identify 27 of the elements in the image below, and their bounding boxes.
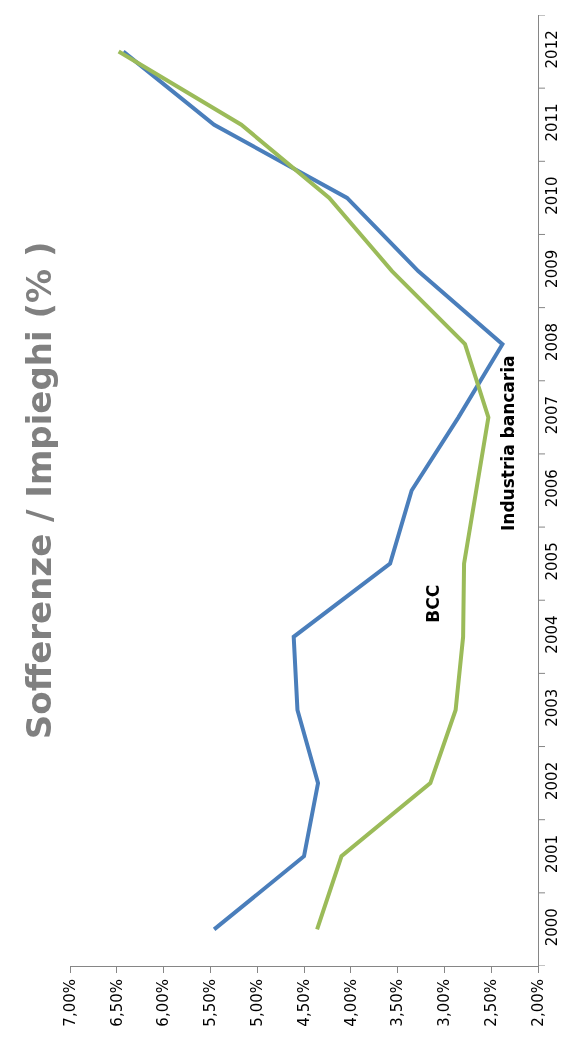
y-tick-label: 2012 — [543, 30, 561, 69]
y-tick-label: 2000 — [543, 908, 561, 947]
x-tick-label: 3,00% — [435, 979, 454, 1027]
y-tick-label: 2009 — [543, 249, 561, 288]
y-tick-label: 2006 — [543, 469, 561, 508]
x-tick-label: 7,00% — [60, 979, 79, 1027]
y-tick-label: 2005 — [543, 542, 561, 581]
x-tick-label: 6,00% — [154, 979, 173, 1027]
y-tick-label: 2010 — [543, 176, 561, 215]
text: Sofferenze / Impieghi (% ) — [19, 241, 60, 740]
text: Industria bancaria — [498, 355, 519, 532]
y-tick-label: 2001 — [543, 834, 561, 874]
x-tick-label: 4,50% — [294, 979, 313, 1027]
y-tick-label: 2004 — [543, 615, 561, 654]
y-tick-label: 2011 — [543, 103, 561, 142]
y-tick-label: 2007 — [543, 396, 561, 435]
y-tick-label: 2008 — [543, 322, 561, 362]
text: BCC — [422, 584, 443, 623]
x-tick-label: 6,50% — [107, 979, 126, 1027]
x-tick-label: 2,00% — [528, 979, 547, 1027]
x-tick-label: 5,00% — [248, 979, 267, 1027]
x-tick-label: 4,00% — [341, 979, 360, 1027]
x-tick-label: 3,50% — [388, 979, 407, 1027]
y-tick-label: 2002 — [543, 761, 561, 800]
x-tick-label: 2,50% — [482, 979, 501, 1027]
x-tick-label: 5,50% — [201, 979, 220, 1027]
y-tick-label: 2003 — [543, 688, 561, 727]
